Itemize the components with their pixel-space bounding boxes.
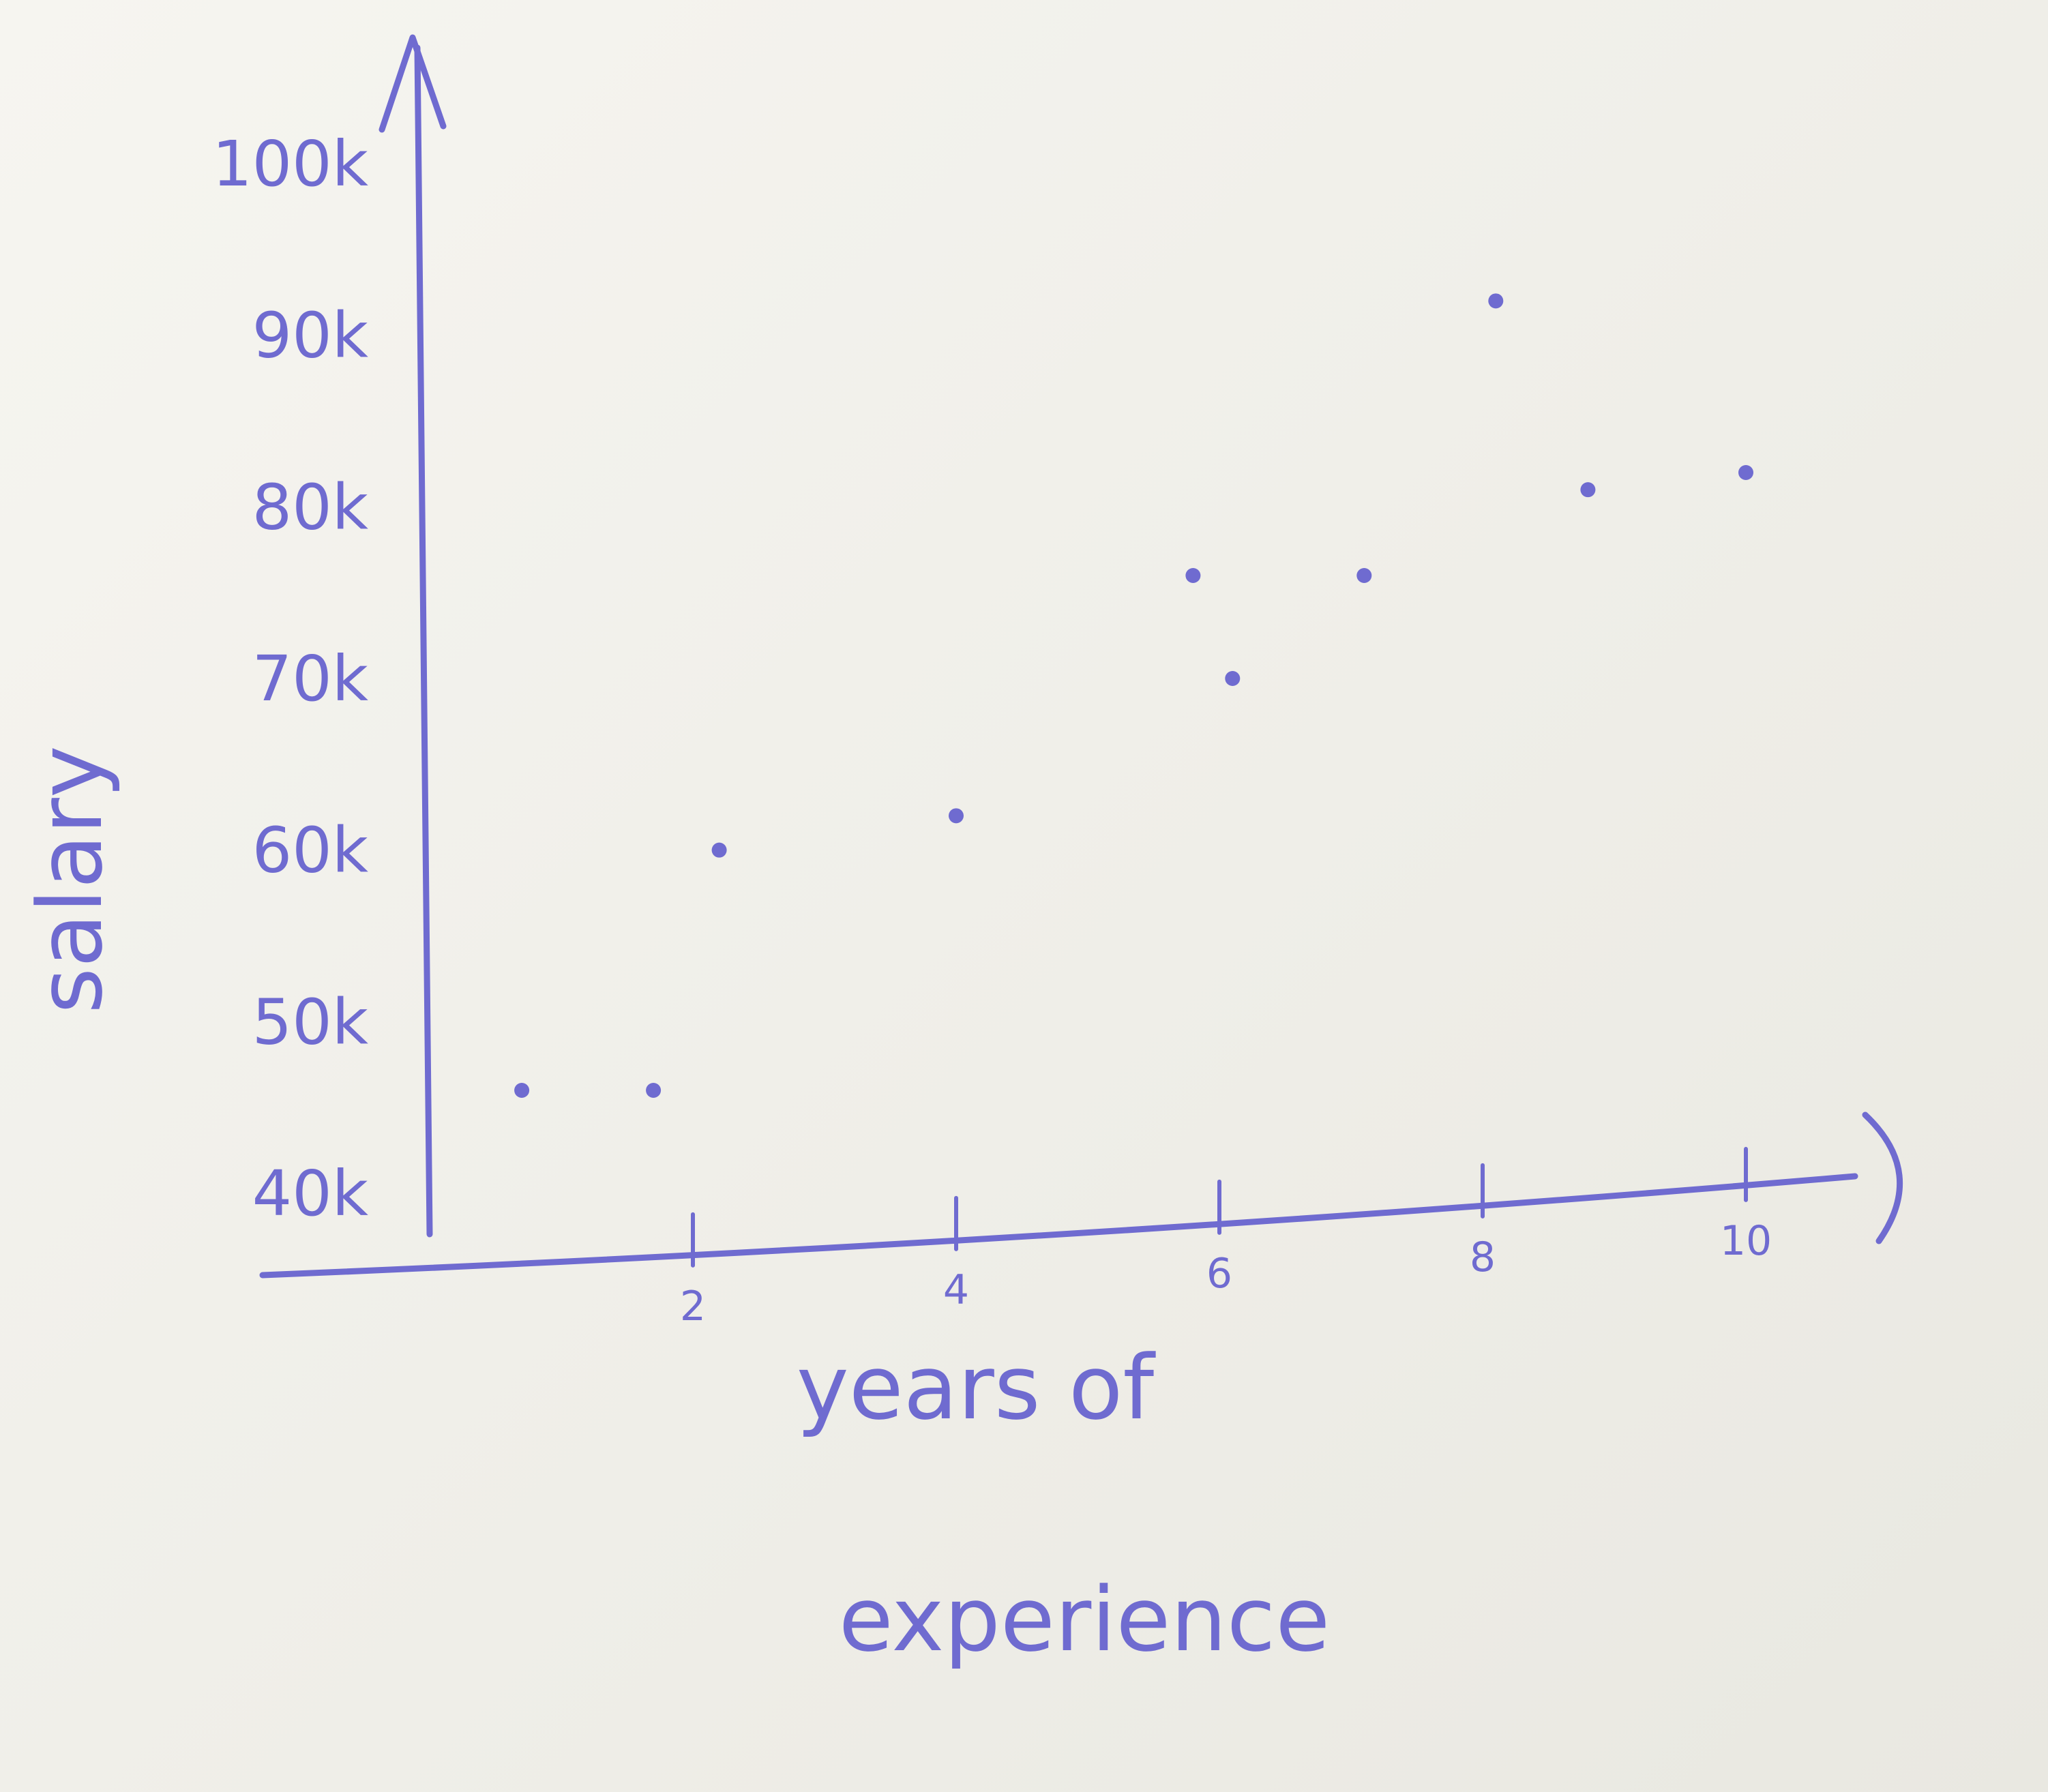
y-tick-label: 50k (252, 985, 369, 1058)
data-point (1488, 293, 1504, 309)
x-tick-label: 2 (680, 1283, 706, 1330)
data-point (1185, 568, 1201, 583)
x-tick-label: 8 (1470, 1234, 1496, 1281)
data-point (711, 842, 727, 858)
x-tick-label: 4 (943, 1266, 969, 1314)
y-axis-arrowhead (379, 34, 447, 133)
x-axis (259, 1111, 1903, 1279)
x-axis-arrowhead (1862, 1111, 1903, 1244)
y-tick-label: 80k (252, 471, 369, 543)
data-point (1738, 465, 1753, 480)
data-point (646, 1083, 662, 1098)
y-tick-label: 100k (212, 128, 369, 200)
y-axis (379, 34, 447, 1238)
y-tick-label: 70k (252, 642, 369, 715)
y-tick-label: 60k (252, 814, 369, 887)
x-tick-label: 6 (1206, 1250, 1232, 1298)
data-points (514, 293, 1753, 1098)
data-point (1225, 671, 1241, 686)
data-point (514, 1083, 530, 1098)
x-axis-label: years of (797, 1336, 1157, 1439)
y-tick-label: 90k (252, 299, 369, 372)
y-axis-label: salary (18, 745, 122, 1014)
data-point (949, 808, 964, 824)
x-tick-label: 10 (1720, 1217, 1772, 1265)
x-axis-label-continued: experience (839, 1568, 1331, 1671)
y-tick-label: 40k (252, 1157, 369, 1230)
data-point (1580, 482, 1596, 498)
x-axis-line (259, 1173, 1858, 1279)
data-point (1356, 568, 1372, 583)
x-ticks: 2 4 6 8 10 (680, 1146, 1772, 1330)
y-axis-line (414, 44, 433, 1238)
y-tick-labels: 40k 50k 60k 70k 80k 90k 100k (212, 128, 369, 1230)
